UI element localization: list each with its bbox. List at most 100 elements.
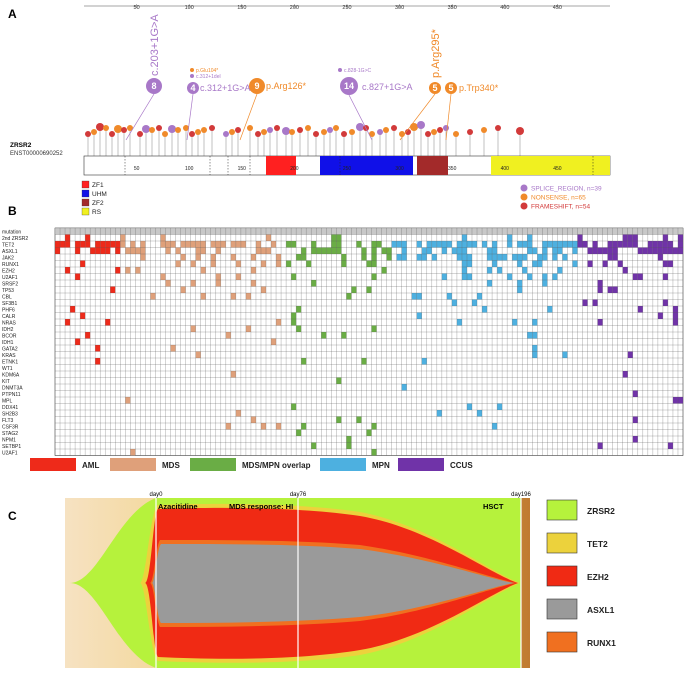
mutation-cell (336, 234, 342, 241)
mutation-cell (210, 241, 216, 248)
mutation-type-legend: SPLICE_REGION, n=39 NONSENSE, n=65 FRAMESH… (520, 184, 602, 211)
gene-row-label: EZH2 (2, 269, 15, 275)
mutation-cell (522, 267, 528, 274)
mutation-cell (517, 241, 523, 248)
clone-legend-label: ZRSR2 (587, 506, 615, 516)
mutation-cell (612, 254, 618, 261)
mutation-cell (230, 371, 236, 378)
mutation-cell (482, 306, 488, 313)
mutation-cell (657, 254, 663, 261)
mutation-cell (662, 241, 668, 248)
track-tick-label: 50 (134, 166, 140, 172)
clone-legend-swatch (546, 499, 578, 521)
lollipop-head (356, 123, 364, 131)
mutation-cell (366, 260, 372, 267)
mutation-cell (582, 299, 588, 306)
hotspot-count: 4 (190, 83, 195, 93)
mutation-cell (547, 241, 553, 248)
mutation-cell (471, 299, 478, 306)
mutation-cell (527, 332, 533, 339)
hotspot-leader (445, 93, 452, 141)
mutation-cell (431, 241, 437, 248)
lollipop-head (431, 129, 437, 135)
mutation-cell (200, 293, 206, 300)
domain-legend: ZF1 UHM ZF2 RS (81, 180, 107, 216)
mutation-cell (100, 247, 106, 254)
track-tick-label: 200 (290, 166, 299, 172)
mutation-cell (627, 241, 633, 248)
mutation-cell (622, 234, 628, 241)
mutation-cell (291, 403, 297, 410)
mutation-cell (662, 273, 668, 280)
lollipop-head (96, 123, 104, 131)
mutation-cell (436, 410, 442, 417)
mutation-cell (220, 241, 226, 248)
mutation-cell (260, 423, 267, 430)
mutation-cell (60, 241, 66, 248)
clone-legend-swatch (546, 532, 578, 554)
hotspot-label: c.203+1G>A (149, 14, 161, 76)
mutation-cell (160, 241, 166, 248)
top-axis-tick-label: 450 (553, 5, 562, 11)
mutation-cell (105, 319, 111, 326)
mutation-cell (456, 319, 462, 326)
domain-uhm (320, 156, 413, 175)
mutation-cell (492, 247, 498, 254)
mutation-cell (507, 273, 513, 280)
gene-row-label: PTPN11 (2, 392, 21, 398)
gene-row-label: DDX41 (2, 405, 18, 411)
mutation-cell (542, 254, 548, 261)
mutation-cell (120, 241, 126, 248)
mutation-cell (130, 241, 136, 248)
top-axis-tick-label: 350 (448, 5, 457, 11)
mutation-cell (356, 416, 362, 423)
mutation-cell (225, 332, 231, 339)
hotspot-count: 8 (151, 81, 156, 91)
mutation-cell (577, 241, 583, 248)
mutation-cell (537, 260, 543, 267)
mutation-cell (125, 397, 131, 404)
mutation-cell (632, 416, 638, 423)
lollipop-head (313, 131, 319, 137)
lollipop-head (201, 127, 207, 133)
hotspot-circle (187, 82, 199, 94)
group-legend-swatch (190, 458, 236, 471)
domain-zf2 (417, 156, 448, 175)
small-hotspot-label: c.828-1G>C (344, 68, 371, 74)
track-tick-label: 400 (501, 166, 510, 172)
mutation-cell (95, 358, 101, 365)
mutation-cell (260, 260, 267, 267)
mutation-cell (577, 234, 583, 241)
mutation-cell (592, 247, 598, 254)
gene-row-label: U2AF1 (2, 451, 18, 457)
gene-row-label: SETBP1 (2, 444, 21, 450)
mutation-cell (115, 267, 121, 274)
mutation-cell (245, 293, 251, 300)
transcript-id: ENST00000690252 (10, 151, 63, 157)
mutation-cell (587, 260, 593, 267)
mutation-cell (296, 254, 302, 261)
mutation-cell (271, 338, 277, 345)
lollipop-head (91, 129, 97, 135)
lollipop-head (149, 127, 155, 133)
gene-row-label: TET2 (2, 243, 14, 249)
lollipop-head (425, 131, 431, 137)
annotation-hsct: HSCT (483, 502, 504, 511)
annotation-mds-response: MDS response: HI (229, 502, 293, 511)
gene-row-label: STAG2 (2, 431, 18, 437)
mutation-cell (667, 260, 673, 267)
mutation-cell (672, 397, 678, 404)
lollipop-head (410, 123, 418, 131)
mutation-cell (632, 241, 638, 248)
mutation-cell (110, 286, 116, 293)
gene-row-label: mutation (2, 230, 21, 236)
type-legend-dot (520, 184, 528, 192)
group-legend-label: AML (82, 461, 99, 470)
mutation-cell (552, 241, 558, 248)
mutation-cell (542, 273, 548, 280)
mutation-cell (441, 273, 447, 280)
gene-row-label: FLT3 (2, 418, 14, 424)
lollipop-head (297, 127, 303, 133)
lollipop-head (209, 125, 215, 131)
mutation-cell (426, 241, 432, 248)
